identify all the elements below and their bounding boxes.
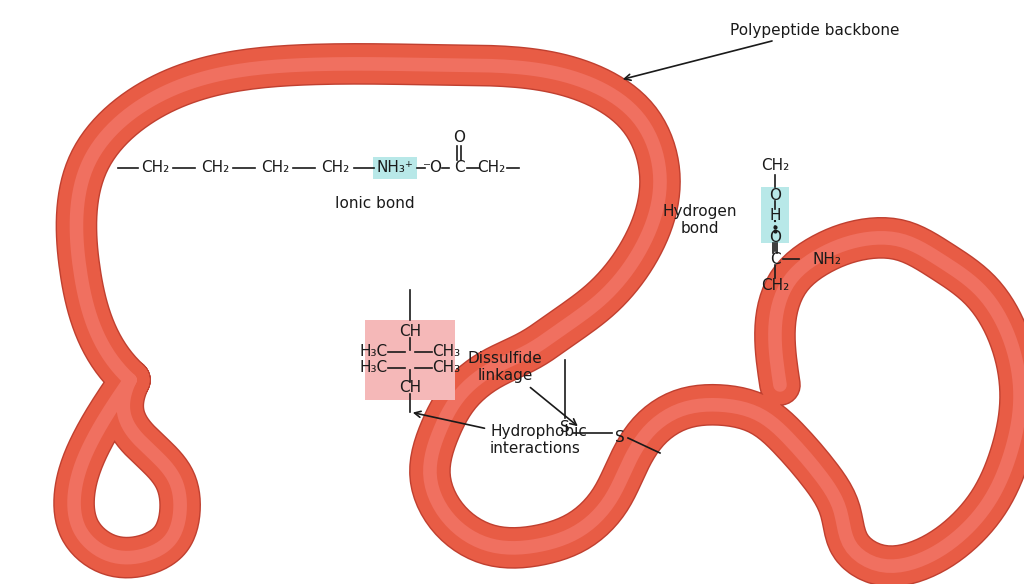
Text: CH₂: CH₂ xyxy=(261,161,289,176)
Text: CH₂: CH₂ xyxy=(141,161,169,176)
Text: Dissulfide
linkage: Dissulfide linkage xyxy=(468,350,577,425)
Text: CH₂: CH₂ xyxy=(761,158,790,172)
Text: NH₃⁺: NH₃⁺ xyxy=(377,161,414,176)
FancyBboxPatch shape xyxy=(365,320,455,400)
Text: S: S xyxy=(615,430,625,446)
Text: C: C xyxy=(454,161,464,176)
Text: Hydrophobic
interactions: Hydrophobic interactions xyxy=(415,411,587,456)
Text: H₃C: H₃C xyxy=(359,360,388,376)
Text: Polypeptide backbone: Polypeptide backbone xyxy=(625,23,899,80)
Text: CH₂: CH₂ xyxy=(761,277,790,293)
Text: CH₃: CH₃ xyxy=(432,345,460,360)
Text: Hydrogen
bond: Hydrogen bond xyxy=(663,204,737,236)
Text: H: H xyxy=(769,207,780,223)
Text: CH: CH xyxy=(399,381,421,395)
Text: Ionic bond: Ionic bond xyxy=(335,196,415,210)
Text: CH₂: CH₂ xyxy=(201,161,229,176)
Text: CH₂: CH₂ xyxy=(321,161,349,176)
Text: O: O xyxy=(769,187,781,203)
Text: O: O xyxy=(453,130,465,145)
Text: S: S xyxy=(560,420,570,436)
Text: NH₂: NH₂ xyxy=(813,252,842,266)
Text: C: C xyxy=(770,252,780,266)
Text: H₃C: H₃C xyxy=(359,345,388,360)
Text: ⁻O: ⁻O xyxy=(423,161,443,176)
Text: CH₃: CH₃ xyxy=(432,360,460,376)
Text: O: O xyxy=(769,230,781,245)
FancyBboxPatch shape xyxy=(761,187,790,243)
Text: CH: CH xyxy=(399,325,421,339)
FancyBboxPatch shape xyxy=(373,157,417,179)
Text: CH₂: CH₂ xyxy=(477,161,505,176)
